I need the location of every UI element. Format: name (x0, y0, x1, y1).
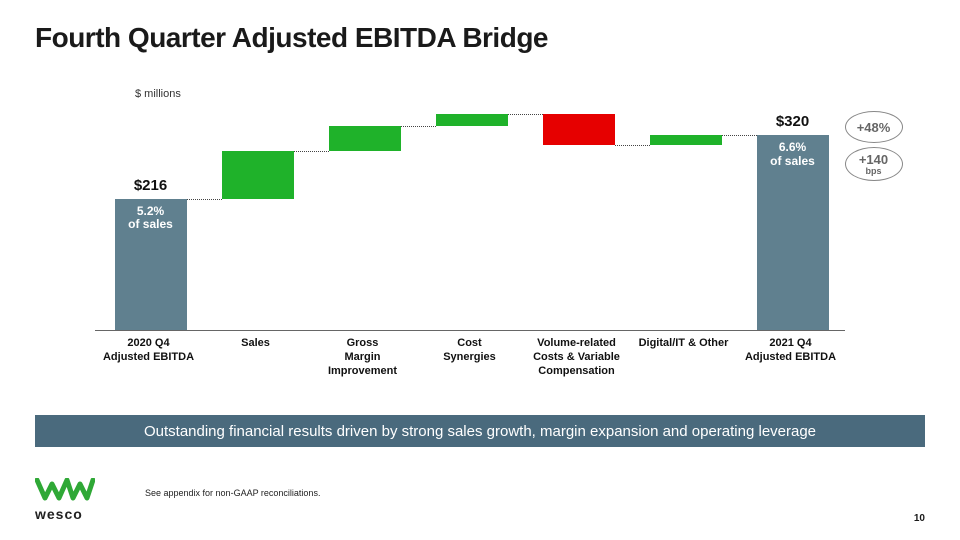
wesco-logo-text: wesco (35, 506, 95, 522)
slide-title: Fourth Quarter Adjusted EBITDA Bridge (35, 22, 548, 54)
bar-value-label: $320 (747, 113, 839, 130)
connector (722, 135, 757, 136)
connector (401, 126, 436, 127)
plot-area: $216 5.2%of sales $320 6.6%of sales (95, 105, 845, 330)
category-label: Digital/IT & Other (632, 337, 735, 351)
bar-value-label: $216 (105, 177, 197, 194)
bar-4 (543, 114, 615, 144)
bar-3 (436, 114, 508, 126)
bar-5 (650, 135, 722, 144)
bar-inside-label: 5.2%of sales (115, 205, 187, 233)
wesco-logo: wesco (35, 478, 95, 522)
connector (615, 145, 650, 146)
category-label: 2020 Q4Adjusted EBITDA (97, 337, 200, 365)
appendix-note: See appendix for non-GAAP reconciliation… (145, 488, 320, 498)
slide: Fourth Quarter Adjusted EBITDA Bridge $ … (0, 0, 960, 540)
connector (508, 114, 543, 115)
bar-inside-label: 6.6%of sales (757, 141, 829, 169)
wesco-logo-icon (35, 478, 95, 504)
badge-sub-text: bps (865, 167, 881, 176)
bar-2 (329, 126, 401, 150)
category-label: Sales (204, 337, 307, 351)
waterfall-chart: $216 5.2%of sales $320 6.6%of sales 2020 Q4… (95, 105, 845, 395)
growth-badge: +48% (845, 111, 903, 143)
category-label: GrossMarginImprovement (311, 337, 414, 378)
category-label: 2021 Q4Adjusted EBITDA (739, 337, 842, 365)
chart-unit-label: $ millions (135, 88, 181, 100)
summary-text: Outstanding financial results driven by … (144, 423, 816, 440)
connector (187, 199, 222, 200)
summary-banner: Outstanding financial results driven by … (35, 415, 925, 447)
connector (294, 151, 329, 152)
footer: wesco See appendix for non-GAAP reconcil… (35, 475, 925, 530)
x-axis (95, 330, 845, 331)
page-number: 10 (914, 513, 925, 524)
growth-badge: +140bps (845, 147, 903, 181)
bar-1 (222, 151, 294, 199)
badge-main-text: +48% (857, 121, 891, 134)
category-label: CostSynergies (418, 337, 521, 365)
category-label: Volume-relatedCosts & VariableCompensati… (525, 337, 628, 378)
badge-main-text: +140 (859, 153, 888, 166)
